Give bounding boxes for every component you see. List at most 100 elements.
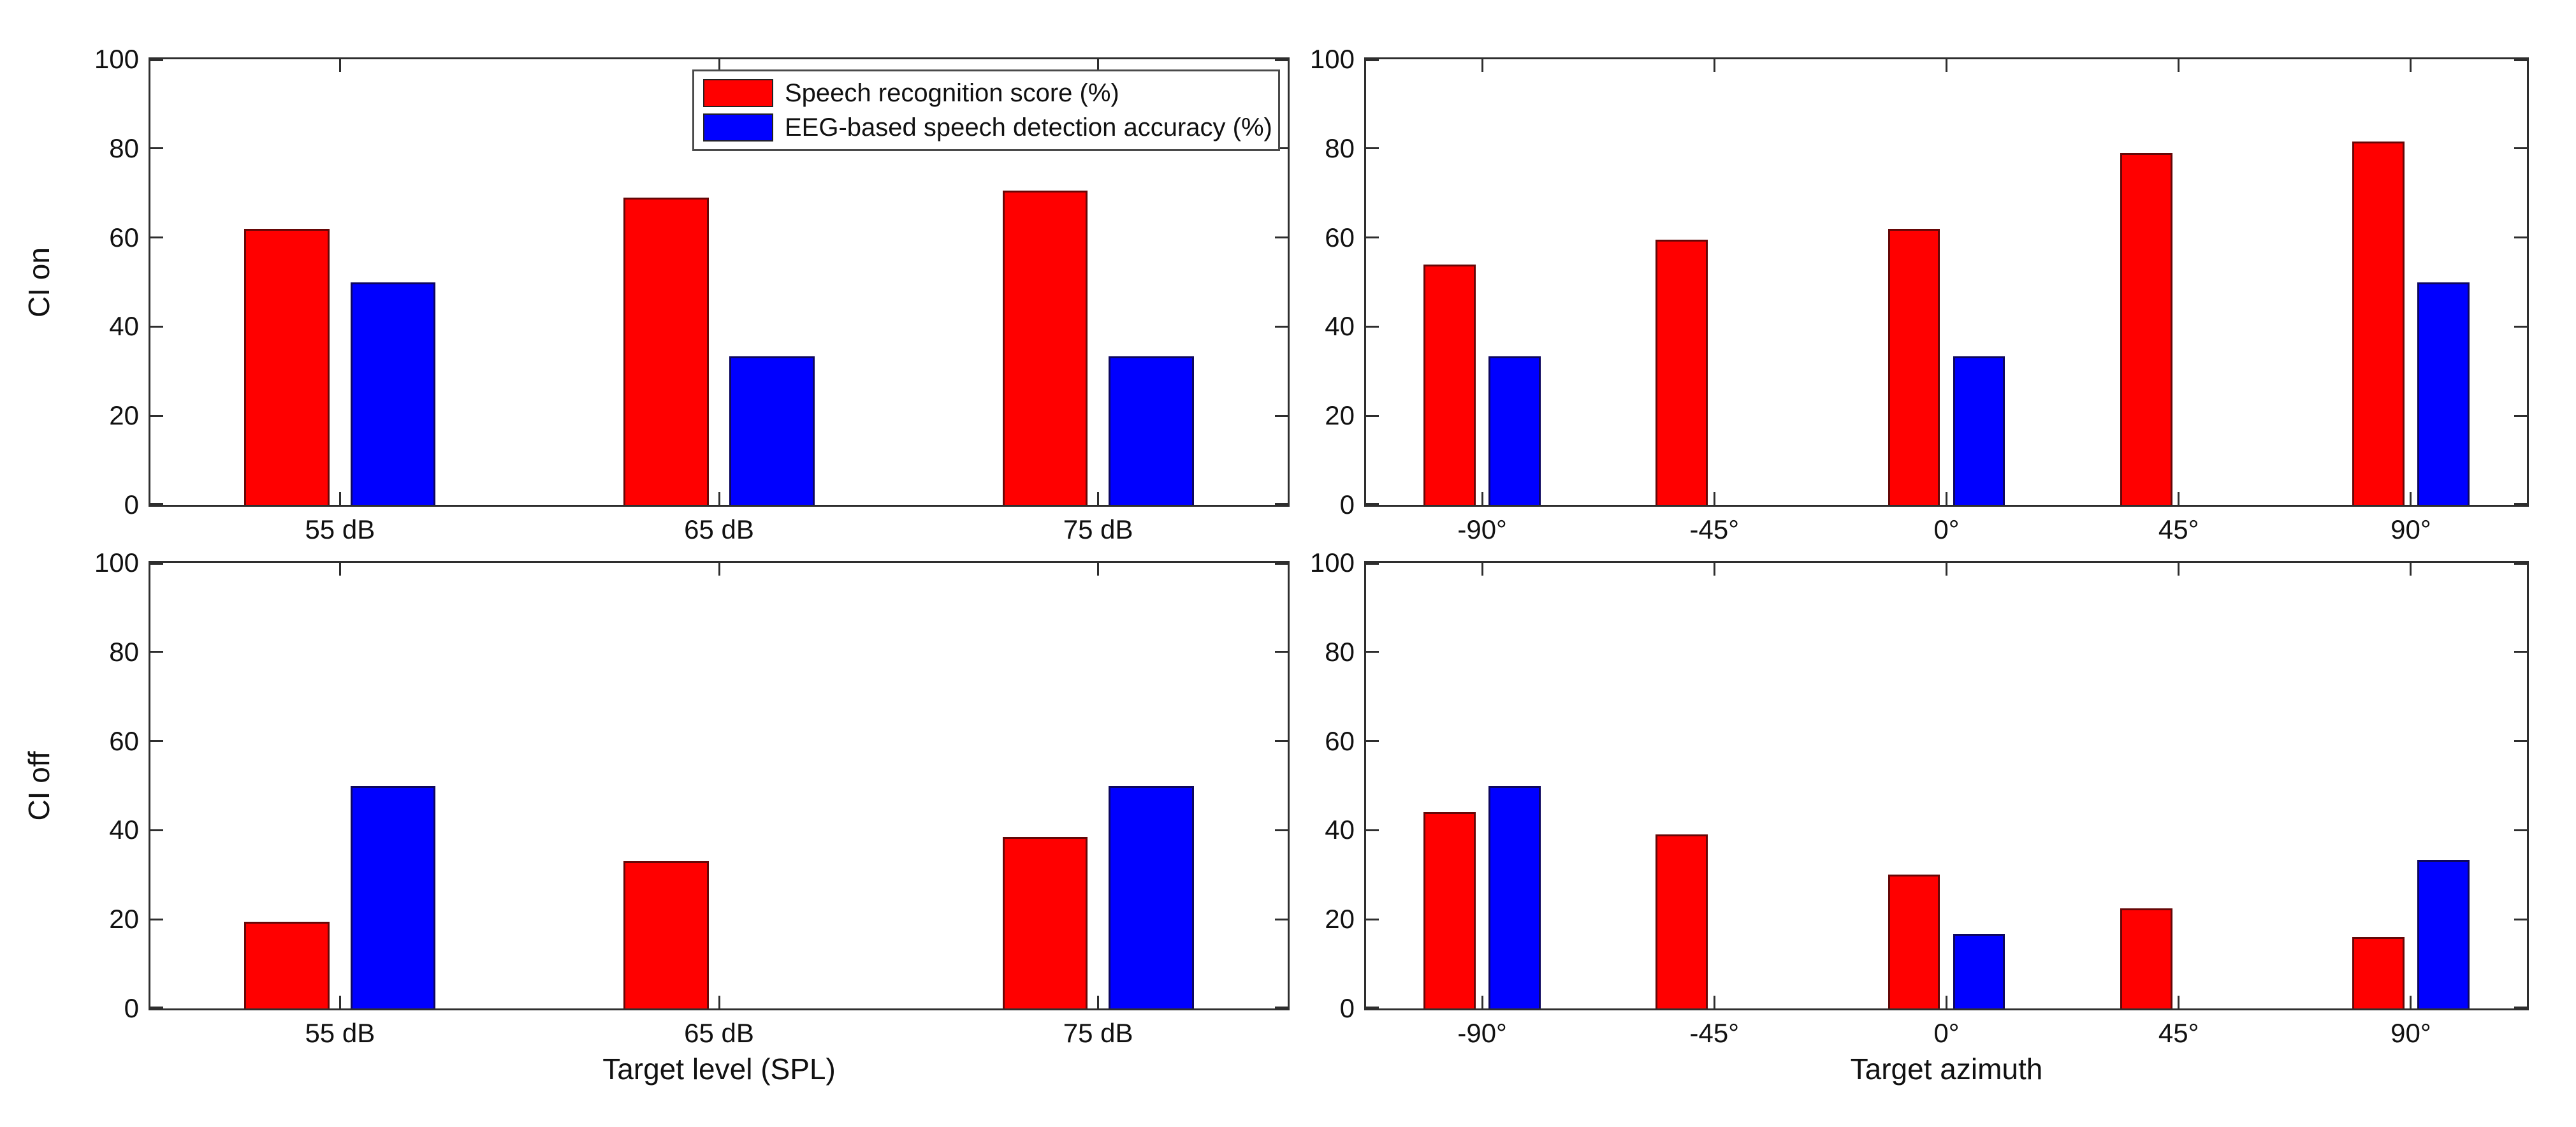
x-tick-top [338,59,341,72]
y-tick-left [150,563,163,565]
y-tick-right [1275,414,1288,417]
y-tick-label: 40 [1325,815,1355,845]
bar-eeg-detection-accuracy [1953,934,2005,1008]
x-axis-title-target-azimuth: Target azimuth [1850,1052,2043,1086]
y-tick-left [150,325,163,328]
x-tick-top [1713,59,1715,72]
bar-speech-recognition-score [1002,836,1088,1008]
y-tick-left [1366,147,1379,150]
x-tick-bottom [2178,492,2180,505]
y-tick-label: 80 [109,133,139,163]
x-tick-bottom [718,996,720,1008]
y-tick-right [1275,236,1288,239]
x-tick-top [1946,59,1947,72]
x-tick-bottom [1946,492,1947,505]
x-tick-bottom [1713,996,1715,1008]
bar-speech-recognition-score [2352,937,2405,1008]
y-tick-right [2514,829,2527,831]
x-tick-bottom [718,492,720,505]
x-tick-label: 75 dB [1063,514,1133,544]
bar-eeg-detection-accuracy [1488,356,1541,505]
bar-speech-recognition-score [623,861,709,1008]
bar-speech-recognition-score [1423,264,1476,505]
y-tick-left [1366,414,1379,417]
y-tick-right [2514,1007,2527,1008]
y-tick-label: 100 [1309,44,1355,74]
x-tick-bottom [2410,996,2412,1008]
x-tick-top [338,563,341,576]
y-tick-label: 60 [1325,222,1355,252]
y-tick-label: 80 [1325,133,1355,163]
y-tick-right [1275,147,1288,150]
x-tick-bottom [1481,996,1483,1008]
y-tick-label: 80 [1325,636,1355,667]
y-tick-label: 0 [1339,993,1355,1023]
y-tick-right [1275,325,1288,328]
y-tick-label: 100 [94,44,139,74]
legend-swatch-red [703,79,773,107]
y-tick-right [1275,59,1288,61]
y-tick-right [1275,503,1288,505]
y-tick-right [1275,651,1288,653]
x-tick-top [1481,59,1483,72]
y-tick-label: 100 [1309,548,1355,578]
y-tick-left [150,1007,163,1008]
x-tick-label: -90° [1457,1018,1507,1048]
bar-eeg-detection-accuracy [2417,282,2470,505]
bar-eeg-detection-accuracy [350,785,436,1008]
bar-speech-recognition-score [244,921,330,1008]
x-tick-top [1097,59,1100,72]
y-tick-label: 0 [124,993,139,1023]
x-tick-label: -90° [1457,514,1507,544]
y-tick-right [2514,236,2527,239]
y-tick-left [150,651,163,653]
bar-speech-recognition-score [2120,152,2172,505]
x-tick-label: 90° [2390,1018,2431,1048]
x-tick-label: 0° [1933,514,1960,544]
x-tick-label: 55 dB [305,514,375,544]
y-tick-label: 60 [109,222,139,252]
x-tick-top [2178,59,2180,72]
y-tick-left [1366,59,1379,61]
y-tick-left [1366,918,1379,920]
y-tick-left [150,59,163,61]
y-tick-right [2514,147,2527,150]
legend-label-eeg-detection: EEG-based speech detection accuracy (%) [785,113,1272,142]
y-tick-left [1366,503,1379,505]
y-tick-right [2514,740,2527,743]
y-tick-label: 40 [1325,311,1355,342]
bar-eeg-detection-accuracy [729,356,815,505]
y-tick-label: 40 [109,311,139,342]
x-tick-top [1713,563,1715,576]
y-tick-left [150,503,163,505]
y-tick-left [150,236,163,239]
x-tick-label: 55 dB [305,1018,375,1048]
y-tick-left [1366,651,1379,653]
y-tick-right [1275,829,1288,831]
x-tick-label: 90° [2390,514,2431,544]
legend-swatch-blue [703,113,773,142]
legend: Speech recognition score (%) EEG-based s… [692,69,1280,151]
subplot-ci-on-target-level: CI on Speech recognition score (%) EEG-b… [22,46,1290,543]
x-tick-label: 65 dB [684,514,754,544]
y-tick-left [1366,325,1379,328]
y-tick-label: 80 [109,636,139,667]
subplot-ci-off-target-level: CI off Target level (SPL) 0 20 40 60 80 100 55… [22,549,1290,1086]
legend-item-speech-recognition: Speech recognition score (%) [703,76,1269,110]
y-tick-left [150,740,163,743]
x-axis-title-target-level: Target level (SPL) [602,1052,836,1086]
y-tick-left [150,147,163,150]
x-tick-bottom [1713,492,1715,505]
y-axis-row-label-ci-off: CI off [22,750,55,821]
x-tick-bottom [1097,996,1100,1008]
x-tick-label: 65 dB [684,1018,754,1048]
subplot-ci-off-target-azimuth: Target azimuth 0 20 40 60 80 100 -90° -45° 0° 45°… [1310,549,2529,1086]
bar-speech-recognition-score [2352,142,2405,505]
x-tick-label: -45° [1689,514,1740,544]
x-tick-bottom [1097,492,1100,505]
y-tick-label: 40 [109,815,139,845]
y-tick-label: 60 [109,725,139,756]
bar-speech-recognition-score [1888,875,1940,1008]
bar-eeg-detection-accuracy [1488,785,1541,1008]
